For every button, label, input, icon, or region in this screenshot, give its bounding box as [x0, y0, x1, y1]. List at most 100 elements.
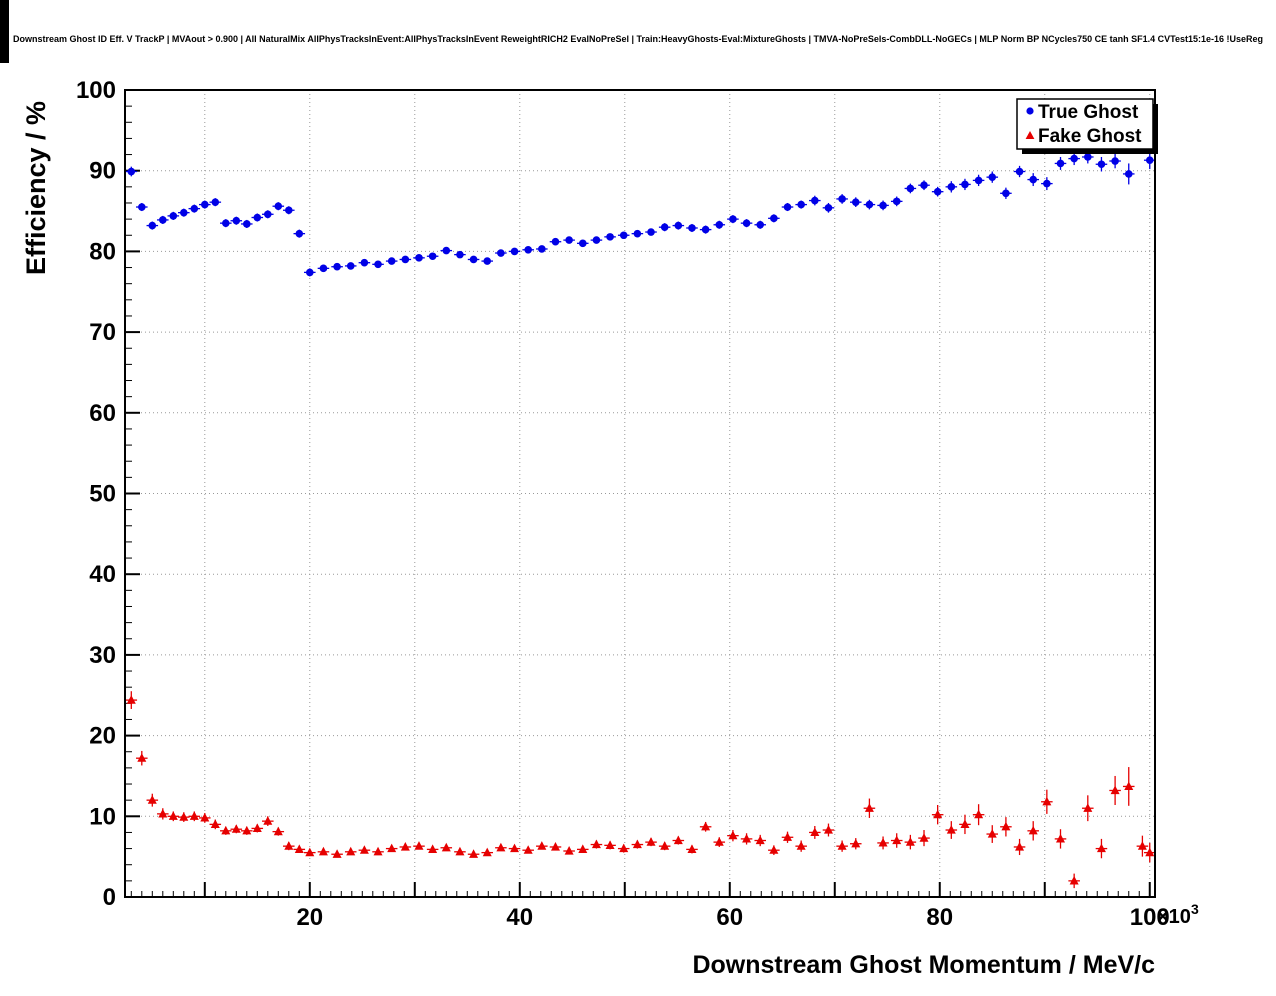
data-point [605, 840, 615, 849]
data-point [688, 224, 696, 232]
data-point [1015, 167, 1024, 176]
data-point [1056, 833, 1066, 843]
data-point [496, 842, 506, 852]
data-point [592, 236, 601, 244]
data-point [497, 249, 505, 257]
plot-title: Downstream Ghost ID Eff. V TrackP | MVAo… [13, 34, 1263, 44]
data-point [606, 233, 614, 241]
data-point [1070, 154, 1078, 163]
data-point [232, 216, 241, 225]
legend-entry-true-ghost: True Ghost [1038, 102, 1139, 123]
data-point [318, 846, 328, 856]
data-point [783, 203, 792, 211]
data-point [892, 835, 902, 845]
data-point [455, 846, 465, 856]
data-point [284, 841, 294, 850]
data-point [673, 835, 683, 845]
series-true-ghost [125, 132, 1156, 277]
true-ghost-marker-icon [1026, 107, 1034, 115]
data-point [960, 819, 970, 828]
legend-entry-fake-ghost: Fake Ghost [1038, 126, 1142, 147]
data-point [400, 841, 410, 851]
data-point [482, 847, 492, 857]
data-point [824, 204, 833, 212]
data-point [715, 220, 724, 229]
data-point [210, 819, 220, 828]
data-point [158, 808, 168, 818]
data-point [1042, 796, 1052, 806]
y-tick-label: 0 [103, 884, 116, 911]
plot-frame [124, 89, 1156, 898]
axis-tick-labels: 20 40 60 80 100 0 10 20 30 40 50 60 70 80 90 100 [76, 77, 1170, 931]
data-point [1137, 841, 1147, 850]
data-point [1097, 160, 1106, 169]
x-axis-exponent: ×103 [1157, 901, 1199, 928]
y-axis-label: Efficiency / % [21, 101, 51, 275]
y-tick-label: 70 [89, 319, 116, 346]
y-tick-label: 80 [89, 238, 116, 265]
data-point [373, 846, 383, 856]
y-tick-label: 60 [89, 400, 116, 427]
grid-lines [125, 90, 1155, 897]
x-tick-label: 60 [716, 904, 743, 931]
data-point [974, 809, 984, 819]
data-point [892, 197, 901, 206]
data-point [442, 246, 451, 255]
data-point [1029, 175, 1038, 184]
x-tick-label: 80 [926, 904, 953, 931]
data-point [414, 841, 424, 850]
data-point [537, 841, 547, 850]
data-point [1111, 157, 1119, 165]
y-tick-label: 90 [89, 158, 116, 185]
series-fake-ghost [125, 691, 1156, 889]
data-point [179, 208, 188, 217]
data-point [987, 829, 997, 838]
data-point [1145, 847, 1155, 857]
data-point [1145, 156, 1154, 165]
data-point [1028, 825, 1038, 835]
data-point [919, 833, 929, 842]
data-point [701, 225, 710, 234]
data-point [565, 236, 573, 244]
x-tick-label: 40 [506, 904, 533, 931]
data-point [252, 823, 262, 833]
y-tick-label: 20 [89, 723, 116, 750]
data-point [660, 841, 670, 850]
data-point [360, 258, 369, 267]
data-point [294, 844, 304, 853]
data-point [550, 841, 560, 851]
data-point [701, 821, 711, 831]
data-point [864, 803, 874, 812]
data-point [158, 216, 167, 224]
data-point [305, 847, 315, 857]
data-point [469, 849, 479, 858]
data-point [1084, 153, 1092, 161]
data-point [387, 257, 396, 265]
data-point [221, 825, 231, 835]
data-point [632, 839, 642, 849]
data-point [633, 229, 642, 238]
data-point [933, 187, 942, 196]
data-point [510, 247, 519, 256]
x-axis-exponent-power: 3 [1191, 901, 1199, 917]
data-point [1043, 179, 1051, 188]
data-point [619, 231, 628, 240]
data-point [263, 816, 273, 825]
data-point [305, 268, 314, 277]
data-point [523, 845, 533, 854]
data-point [796, 841, 806, 850]
window-edge-artifact [0, 0, 9, 63]
y-tick-label: 50 [89, 481, 116, 508]
data-point [564, 846, 574, 855]
data-point [647, 228, 655, 236]
data-point [179, 812, 189, 821]
data-point [295, 229, 304, 238]
data-point [591, 839, 601, 849]
data-point [851, 198, 860, 206]
data-point [469, 255, 478, 264]
data-point [538, 245, 546, 253]
data-point [319, 264, 328, 273]
data-point [674, 221, 683, 230]
data-point [332, 849, 342, 858]
